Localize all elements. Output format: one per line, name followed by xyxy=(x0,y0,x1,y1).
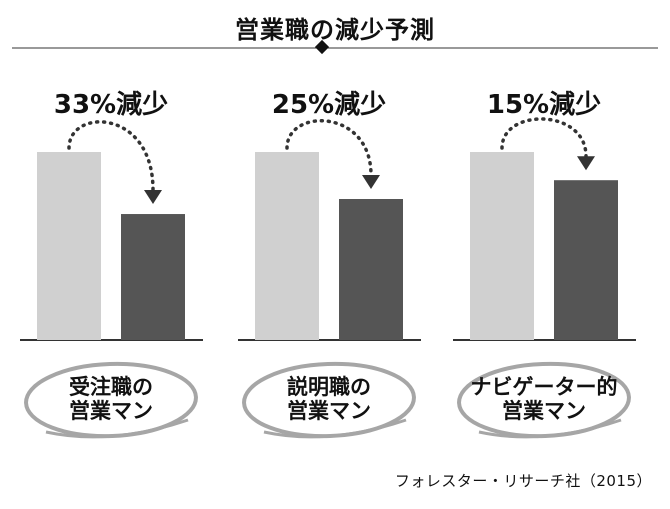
category-label: 営業マン xyxy=(287,399,371,423)
chart-title: 営業職の減少予測 xyxy=(235,16,435,44)
change-label: 25%減少 xyxy=(272,90,386,120)
arrow-curve xyxy=(285,118,373,177)
arrow-curve xyxy=(67,120,155,192)
category-label: ナビゲーター的 xyxy=(471,375,618,399)
label-oval-stroke xyxy=(263,418,407,439)
bar-before xyxy=(255,152,319,340)
category-label: 受注職の xyxy=(69,375,153,399)
bar-after xyxy=(339,199,403,340)
arrow-head xyxy=(577,156,595,171)
category-label: 説明職の xyxy=(287,375,371,399)
bar-after xyxy=(554,180,618,340)
bar-before xyxy=(37,152,101,340)
arrow-head xyxy=(362,175,380,189)
label-oval-stroke xyxy=(45,418,189,439)
change-label: 15%減少 xyxy=(487,90,601,120)
arrow-curve xyxy=(500,117,588,158)
change-label: 33%減少 xyxy=(54,90,168,120)
bar-after xyxy=(121,214,185,340)
bar-before xyxy=(470,152,534,340)
label-oval-stroke xyxy=(478,418,622,439)
title-diamond xyxy=(314,39,330,55)
arrow-head xyxy=(144,190,162,205)
source-caption: フォレスター・リサーチ社（2015） xyxy=(394,472,652,490)
category-label: 営業マン xyxy=(502,399,586,423)
category-label: 営業マン xyxy=(69,399,153,423)
